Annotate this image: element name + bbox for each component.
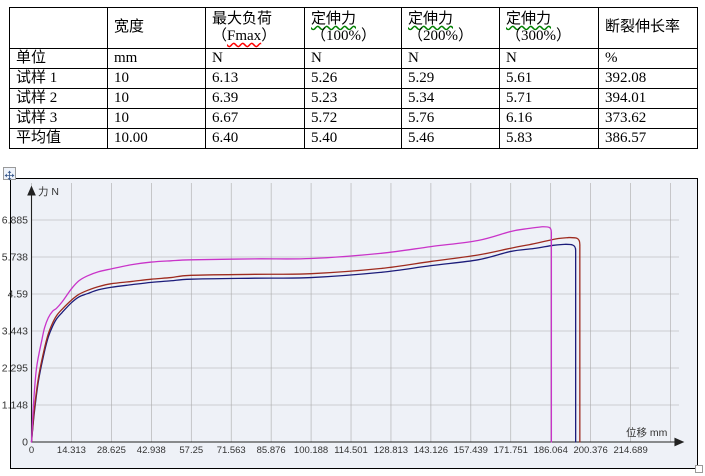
svg-text:6.885: 6.885 [1,215,27,226]
svg-text:0: 0 [22,437,28,448]
svg-text:2.295: 2.295 [1,363,27,374]
svg-text:1.148: 1.148 [1,400,27,411]
svg-text:200.376: 200.376 [573,445,607,456]
svg-text:171.751: 171.751 [493,445,527,456]
svg-text:3.443: 3.443 [1,326,27,337]
svg-text:186.064: 186.064 [533,445,567,456]
svg-text:100.188: 100.188 [293,445,327,456]
svg-text:71.563: 71.563 [216,445,245,456]
svg-text:157.439: 157.439 [453,445,487,456]
svg-text:28.625: 28.625 [96,445,125,456]
svg-text:力 N: 力 N [38,185,59,198]
svg-text:4.59: 4.59 [7,289,28,300]
svg-text:85.876: 85.876 [256,445,285,456]
svg-text:14.313: 14.313 [56,445,85,456]
svg-text:143.126: 143.126 [413,445,447,456]
svg-text:0: 0 [28,445,33,456]
svg-text:57.25: 57.25 [179,445,203,456]
svg-text:214.689: 214.689 [613,445,647,456]
svg-text:128.813: 128.813 [373,445,407,456]
svg-text:5.738: 5.738 [1,252,27,263]
svg-text:42.938: 42.938 [136,445,165,456]
svg-text:位移 mm: 位移 mm [625,426,667,439]
svg-text:114.501: 114.501 [334,445,368,456]
